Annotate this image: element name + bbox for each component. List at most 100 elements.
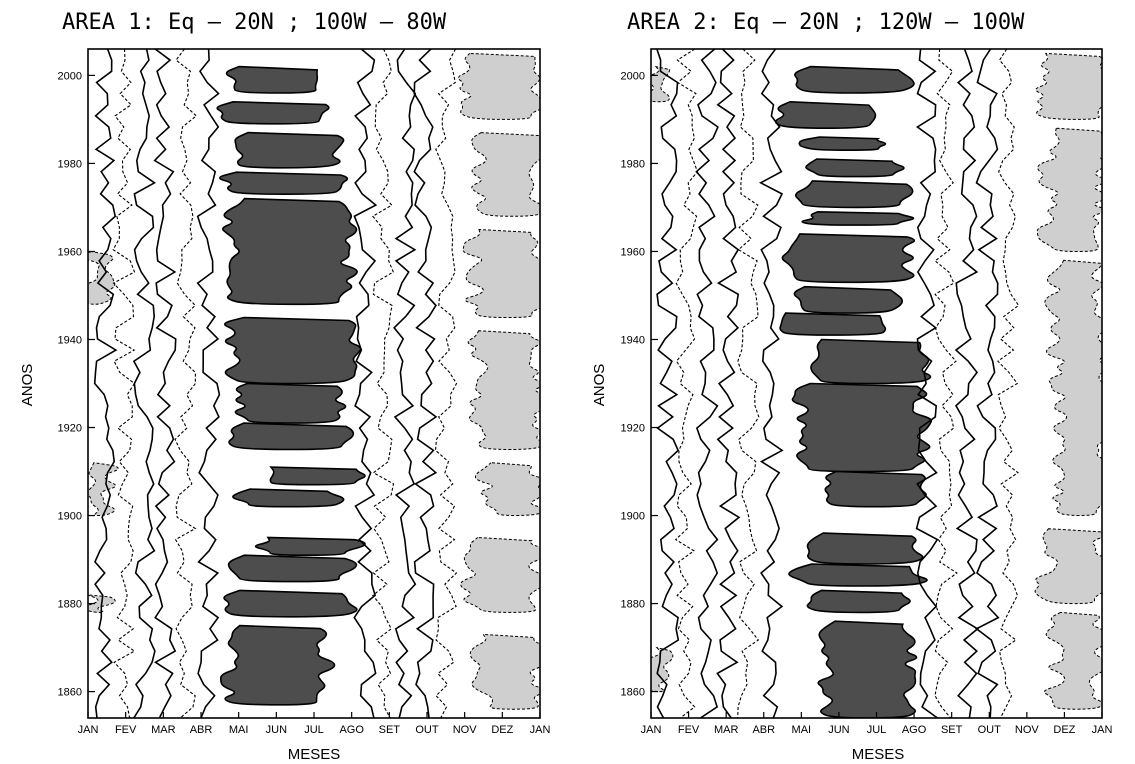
contour-line <box>153 49 177 718</box>
y-tick-label: 2000 <box>58 70 82 82</box>
high-anomaly-region <box>219 624 336 706</box>
x-tick-label: SET <box>379 724 401 736</box>
low-anomaly-region <box>651 646 674 693</box>
contour-line <box>112 49 136 718</box>
x-axis-title: MESES <box>852 746 905 763</box>
y-tick-label: 1860 <box>621 687 645 699</box>
y-tick-label: 1900 <box>58 511 82 523</box>
x-tick-label: MAI <box>792 724 812 736</box>
shaded-regions <box>88 52 540 710</box>
contour-line <box>371 49 395 718</box>
x-tick-label: OUT <box>415 724 439 736</box>
contour-line <box>695 49 719 718</box>
x-tick-label: FEV <box>115 724 137 736</box>
y-tick-label: 1980 <box>621 158 645 170</box>
y-tick-label: 1860 <box>58 687 82 699</box>
y-tick-label: 1920 <box>621 423 645 435</box>
high-anomaly-region <box>222 197 358 306</box>
x-tick-label: MAR <box>151 724 176 736</box>
low-anomaly-region <box>1035 52 1102 120</box>
shaded-regions <box>651 52 1102 718</box>
high-anomaly-region <box>788 563 928 587</box>
y-axis: 1860 1880 1900 1920 1940 1960 1980 2000 <box>58 70 95 699</box>
low-anomaly-region <box>474 462 540 517</box>
high-anomaly-region <box>219 171 349 196</box>
high-anomaly-region <box>806 589 911 614</box>
x-tick-label: MAI <box>229 724 249 736</box>
contour-line <box>434 49 458 718</box>
low-anomaly-region <box>88 594 116 613</box>
x-tick-label: JUN <box>266 724 287 736</box>
high-anomaly-region <box>810 338 932 385</box>
x-tick-label: DEZ <box>491 724 513 736</box>
low-anomaly-region <box>471 132 540 217</box>
x-tick-label: JAN <box>641 724 662 736</box>
contour-line <box>196 49 221 718</box>
y-tick-label: 1960 <box>58 246 82 258</box>
low-anomaly-region <box>1034 528 1102 605</box>
x-tick-label: AGO <box>339 724 364 736</box>
x-tick-label: MAR <box>714 724 739 736</box>
contour-line <box>997 49 1020 718</box>
y-tick-label: 1960 <box>621 246 645 258</box>
contour-line <box>915 49 939 718</box>
contour-line <box>674 49 699 718</box>
y-tick-label: 1880 <box>58 599 82 611</box>
chart-panel-area-2: AREA 2: Eq – 20N ; 120W – 100W ANOS MESE… <box>591 10 1113 763</box>
chart-panel-area-1: AREA 1: Eq – 20N ; 100W – 80W ANOS MESES… <box>19 10 551 763</box>
low-anomaly-region <box>457 52 540 120</box>
y-tick-label: 1940 <box>58 334 82 346</box>
high-anomaly-region <box>794 180 914 209</box>
y-tick-label: 1900 <box>621 511 645 523</box>
x-tick-label: SET <box>941 724 963 736</box>
x-tick-label: JAN <box>530 724 551 736</box>
low-anomaly-region <box>467 330 540 451</box>
chart-title: AREA 1: Eq – 20N ; 100W – 80W <box>62 10 447 35</box>
low-anomaly-region <box>469 633 540 710</box>
y-axis: 1860 1880 1900 1920 1940 1960 1980 2000 <box>621 70 658 699</box>
contour-line <box>393 49 417 718</box>
y-axis-title: ANOS <box>591 364 608 407</box>
high-anomaly-region <box>774 100 877 130</box>
high-anomaly-region <box>793 285 903 314</box>
low-anomaly-region <box>462 228 540 319</box>
x-tick-label: JAN <box>1092 724 1113 736</box>
high-anomaly-region <box>223 589 358 618</box>
low-anomaly-region <box>651 65 671 103</box>
high-anomaly-region <box>216 100 330 125</box>
x-axis: JAN FEV MAR ABR MAI JUN JUL AGO SET OUT NOV DEZ JAN <box>641 712 1113 736</box>
contour-line <box>656 49 680 718</box>
x-tick-label: NOV <box>1015 724 1040 736</box>
high-anomaly-region <box>781 233 916 284</box>
high-anomaly-region <box>254 536 366 557</box>
y-tick-label: 1880 <box>621 599 645 611</box>
high-anomaly-region <box>817 620 918 718</box>
high-anomaly-region <box>779 312 887 336</box>
y-tick-label: 1920 <box>58 423 82 435</box>
x-tick-label: JUL <box>304 724 324 736</box>
x-tick-label: AGO <box>902 724 927 736</box>
contour-line <box>954 49 979 718</box>
x-tick-label: NOV <box>453 724 478 736</box>
high-anomaly-region <box>232 488 345 508</box>
high-anomaly-region <box>794 65 915 94</box>
contour-line <box>737 49 760 718</box>
high-anomaly-region <box>234 382 347 424</box>
y-tick-label: 1940 <box>621 334 645 346</box>
x-tick-label: OUT <box>978 724 1002 736</box>
low-anomaly-region <box>1044 259 1102 517</box>
high-anomaly-region <box>805 158 905 178</box>
y-axis-title: ANOS <box>19 364 36 407</box>
chart-title: AREA 2: Eq – 20N ; 120W – 100W <box>627 10 1025 35</box>
y-tick-label: 1980 <box>58 158 82 170</box>
high-anomaly-region <box>801 210 915 226</box>
x-axis-title: MESES <box>288 746 341 763</box>
contour-line <box>758 49 784 718</box>
contour-line <box>132 49 157 718</box>
high-anomaly-region <box>269 466 366 486</box>
high-anomaly-region <box>798 136 887 152</box>
x-tick-label: ABR <box>752 724 775 736</box>
y-tick-label: 2000 <box>621 70 645 82</box>
x-tick-label: DEZ <box>1053 724 1075 736</box>
contour-lines <box>93 49 458 718</box>
